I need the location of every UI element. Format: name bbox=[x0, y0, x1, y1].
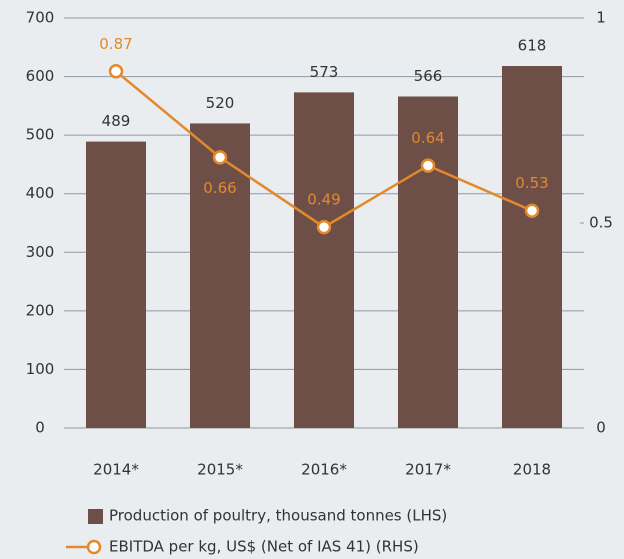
bar bbox=[190, 123, 250, 428]
y-tick-label: 200 bbox=[26, 301, 55, 319]
x-tick-label: 2016* bbox=[301, 461, 347, 479]
y-tick-label: 400 bbox=[26, 184, 55, 202]
legend-swatch bbox=[88, 509, 103, 524]
bar bbox=[398, 96, 458, 428]
legend-label: Production of poultry, thousand tonnes (… bbox=[109, 507, 447, 525]
legend-swatch-marker bbox=[86, 539, 102, 555]
x-tick-label: 2018 bbox=[513, 461, 551, 479]
bar-value-label: 489 bbox=[102, 112, 131, 130]
line-point bbox=[108, 64, 124, 79]
y2-tick-label: 0 bbox=[596, 419, 606, 437]
line-point bbox=[524, 203, 540, 218]
y-tick-label: 600 bbox=[26, 67, 55, 85]
bar bbox=[86, 141, 146, 429]
legend-label: EBITDA per kg, US$ (Net of IAS 41) (RHS) bbox=[109, 538, 419, 556]
bar bbox=[502, 66, 562, 429]
x-tick-label: 2015* bbox=[197, 461, 243, 479]
bar-value-label: 573 bbox=[310, 63, 339, 81]
bar bbox=[294, 92, 354, 428]
line-point bbox=[420, 158, 436, 173]
line-value-label: 0.49 bbox=[307, 191, 340, 209]
line-value-label: 0.87 bbox=[99, 35, 132, 53]
line-point bbox=[316, 219, 332, 235]
y-tick-label: 100 bbox=[26, 360, 55, 378]
bar-value-label: 566 bbox=[414, 67, 443, 85]
x-tick-label: 2017* bbox=[405, 461, 451, 479]
y2-tick-label: 0.5 bbox=[589, 214, 613, 232]
line-point bbox=[212, 150, 228, 165]
line-value-label: 0.53 bbox=[515, 174, 548, 192]
y-tick-label: 0 bbox=[35, 419, 45, 437]
y2-tick-label: 1 bbox=[596, 9, 606, 27]
y-tick-label: 500 bbox=[26, 126, 55, 144]
line-value-label: 0.66 bbox=[203, 179, 236, 197]
x-tick-label: 2014* bbox=[93, 461, 139, 479]
bar-value-label: 520 bbox=[206, 94, 235, 112]
y-tick-label: 700 bbox=[26, 9, 55, 27]
bar-value-label: 618 bbox=[518, 37, 547, 55]
line-value-label: 0.64 bbox=[411, 129, 444, 147]
y-tick-label: 300 bbox=[26, 243, 55, 261]
